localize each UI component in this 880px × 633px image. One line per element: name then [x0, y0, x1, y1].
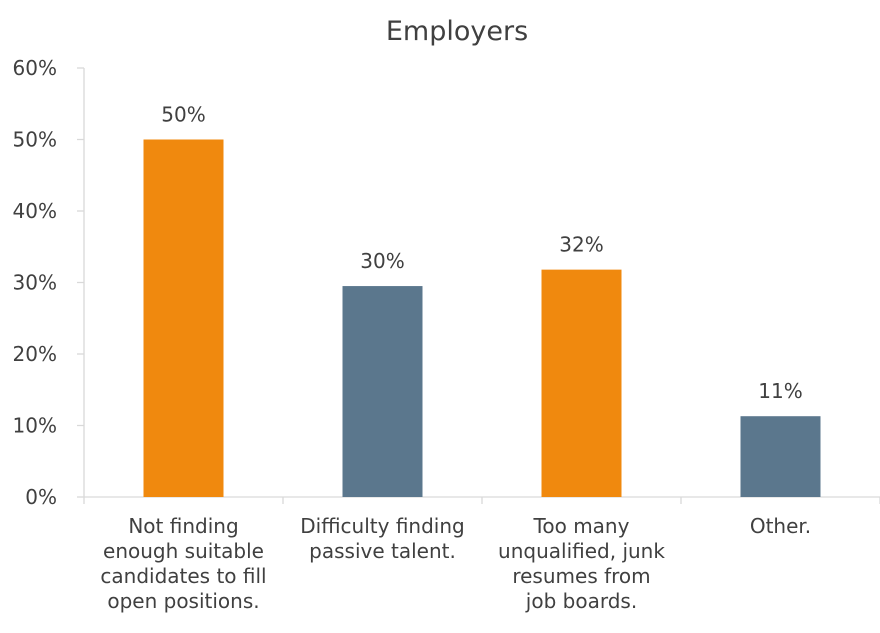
bar — [143, 139, 224, 497]
bar — [541, 269, 622, 497]
y-tick-label: 20% — [13, 342, 57, 366]
category-label: Too many unqualified, junk resumes from job… — [498, 514, 665, 613]
data-label: 30% — [360, 249, 404, 273]
category-label-line: Too many — [533, 514, 630, 538]
category-label-line: resumes from — [512, 564, 650, 588]
y-tick-label: 10% — [13, 414, 57, 438]
data-label: 32% — [559, 233, 603, 257]
category-labels: Not finding enough suitable candidates to … — [100, 514, 811, 613]
y-axis: 0% 10% 20% 30% 40% 50% 60% — [13, 56, 85, 509]
chart-title: Employers — [386, 16, 528, 47]
category-label-line: open positions. — [107, 589, 259, 613]
category-label-line: passive talent. — [309, 539, 456, 563]
category-label: Not finding enough suitable candidates to … — [100, 514, 266, 613]
y-tick-label: 40% — [13, 199, 57, 223]
y-tick-label: 0% — [25, 485, 57, 509]
category-label: Other. — [750, 514, 811, 538]
y-tick-label: 30% — [13, 271, 57, 295]
category-label-line: Not finding — [128, 514, 238, 538]
data-label: 11% — [758, 379, 802, 403]
category-label-line: Difficulty finding — [300, 514, 464, 538]
data-labels: 50% 30% 32% 11% — [161, 103, 802, 404]
bar — [740, 416, 821, 497]
category-label: Difficulty finding passive talent. — [300, 514, 464, 563]
y-tick-label: 50% — [13, 128, 57, 152]
category-label-line: job boards. — [525, 589, 637, 613]
category-label-line: candidates to fill — [100, 564, 266, 588]
category-label-line: unqualified, junk — [498, 539, 665, 563]
bar — [342, 286, 423, 497]
y-tick-label: 60% — [13, 56, 57, 80]
x-axis — [83, 496, 880, 504]
data-label: 50% — [161, 103, 205, 127]
category-label-line: Other. — [750, 514, 811, 538]
bars — [143, 139, 821, 497]
category-label-line: enough suitable — [103, 539, 264, 563]
